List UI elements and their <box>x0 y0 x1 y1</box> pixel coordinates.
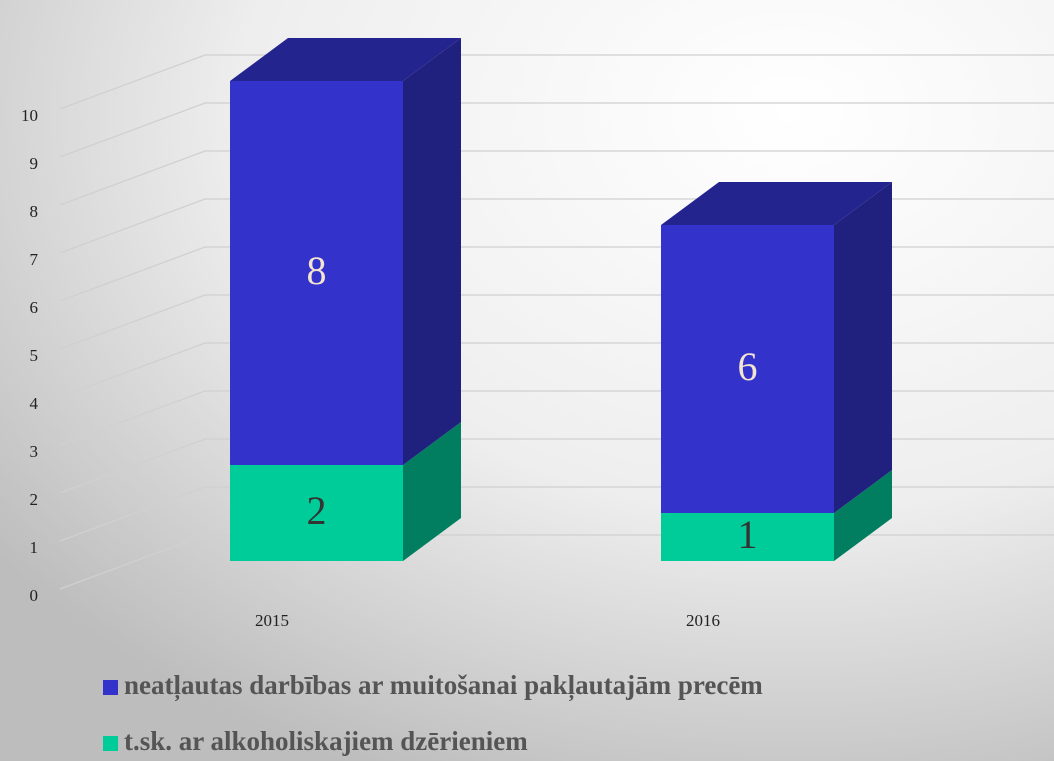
y-tick-label: 9 <box>30 154 39 173</box>
y-tick-label: 6 <box>30 298 39 317</box>
bar-side <box>834 182 892 513</box>
grid-line <box>59 150 1054 206</box>
bar-front <box>230 465 403 561</box>
legend-swatch <box>103 736 118 751</box>
y-tick-label: 7 <box>30 250 39 269</box>
bar-top <box>661 182 892 225</box>
legend-label: neatļautas darbības ar muitošanai pakļau… <box>124 670 763 702</box>
y-tick-label: 5 <box>30 346 39 365</box>
y-tick-label: 3 <box>30 442 39 461</box>
y-tick-label: 2 <box>30 490 39 509</box>
y-tick-label: 1 <box>30 538 39 557</box>
bar-side <box>834 470 892 561</box>
legend: neatļautas darbības ar muitošanai pakļau… <box>103 670 763 756</box>
legend-swatch <box>103 680 118 695</box>
data-label: 8 <box>307 248 327 293</box>
y-tick-label: 4 <box>30 394 39 413</box>
data-label: 6 <box>738 344 758 389</box>
data-label: 2 <box>307 488 327 533</box>
bar-top <box>230 38 461 81</box>
data-label: 1 <box>738 512 758 557</box>
bars: 2015 2 8 2016 1 6 <box>230 38 892 630</box>
x-tick-label: 2016 <box>686 611 720 630</box>
bar-front <box>230 81 403 465</box>
y-tick-label: 10 <box>21 106 38 125</box>
bar-side <box>403 422 461 561</box>
bar-front <box>661 513 834 561</box>
y-tick-label: 8 <box>30 202 39 221</box>
bar-front <box>661 225 834 513</box>
grid-line <box>59 102 1054 158</box>
x-tick-label: 2015 <box>255 611 289 630</box>
bar-side <box>403 38 461 465</box>
grid-line <box>59 54 1054 110</box>
legend-label: t.sk. ar alkoholiskajiem dzērieniem <box>124 726 528 756</box>
y-tick-label: 0 <box>30 586 39 605</box>
